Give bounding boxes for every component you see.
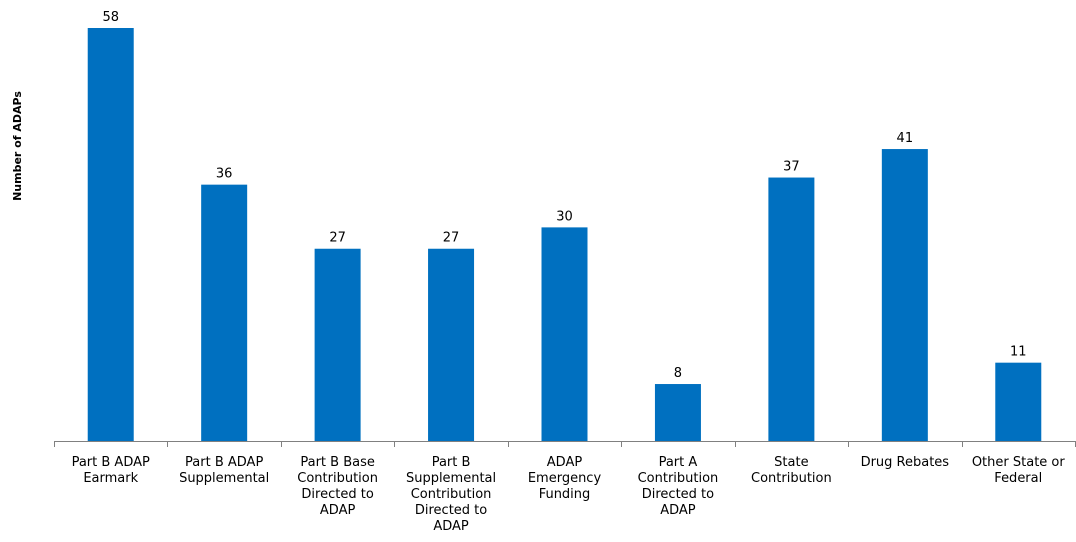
value-labels-group: 58 36 27 27 30 8 37 41 11: [102, 10, 1026, 381]
bar: [428, 248, 475, 441]
bar-value-label: 27: [443, 231, 460, 246]
bar: [87, 28, 134, 441]
bar: [541, 227, 588, 441]
bar-value-label: 41: [897, 131, 914, 146]
category-label: State Contribution: [751, 455, 832, 486]
category-label: Part A Contribution Directed to ADAP: [638, 455, 719, 518]
category-label: ADAP Emergency Funding: [528, 455, 602, 502]
category-label: Drug Rebates: [861, 455, 950, 470]
bar: [995, 362, 1042, 441]
bar-value-label: 37: [783, 160, 800, 175]
category-label: Part B ADAP Earmark: [72, 455, 150, 486]
category-label: Part B Base Contribution Directed to ADAP: [297, 455, 378, 518]
bar: [881, 149, 928, 441]
x-axis: [54, 441, 1076, 447]
bar: [768, 177, 815, 441]
bars-group: [87, 28, 1042, 442]
bar-value-label: 58: [102, 10, 119, 25]
category-label: Part B Supplemental Contribution Directed t…: [406, 455, 496, 534]
y-axis-label: Number of ADAPs: [11, 91, 24, 201]
bar: [201, 184, 248, 442]
bar: [654, 384, 701, 441]
category-label: Other State or Federal: [972, 455, 1066, 486]
bar-value-label: 11: [1010, 345, 1027, 360]
category-labels-group: Part B ADAP Earmark Part B ADAP Supplementa…: [72, 455, 1066, 534]
bar-value-label: 30: [556, 209, 573, 224]
bar-value-label: 8: [674, 366, 682, 381]
category-label: Part B ADAP Supplemental: [179, 455, 269, 486]
bar-value-label: 36: [216, 167, 233, 182]
bar-value-label: 27: [329, 231, 346, 246]
bar: [314, 248, 361, 441]
